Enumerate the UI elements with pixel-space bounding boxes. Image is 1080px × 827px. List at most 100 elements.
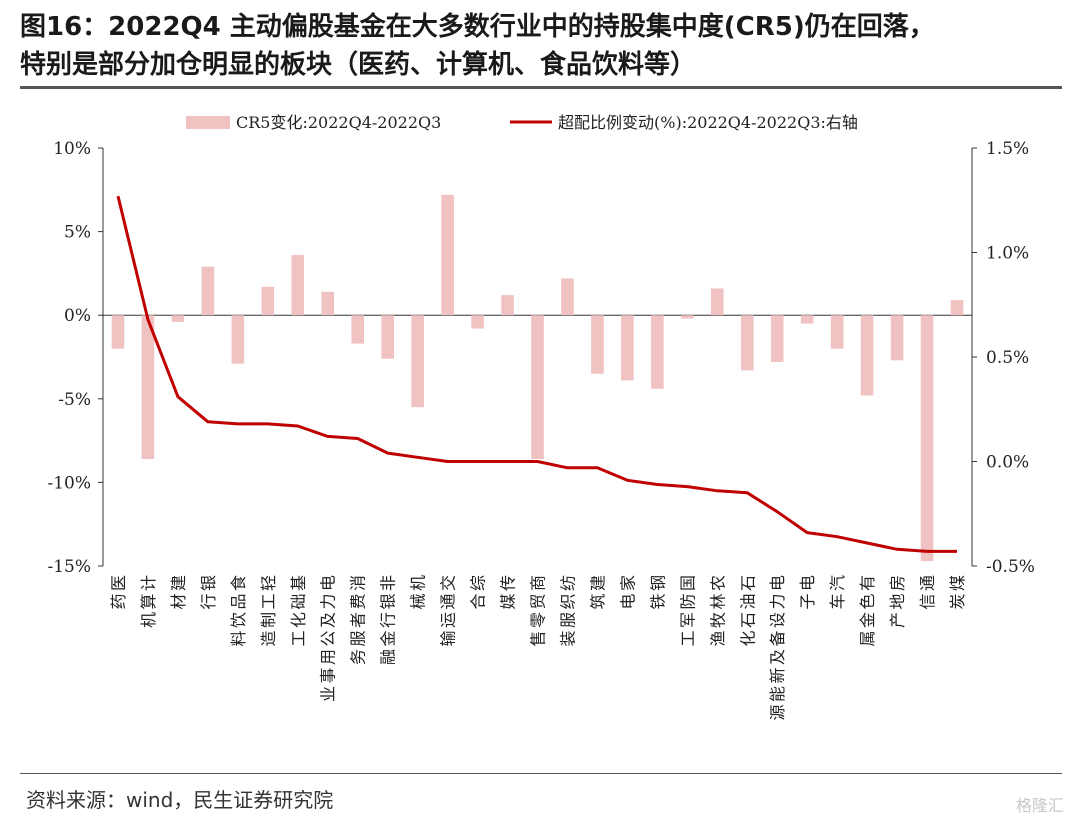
category-char: 织 — [558, 593, 577, 609]
category-char: 合 — [469, 593, 488, 609]
category-char: 石 — [738, 575, 757, 591]
category-char: 造 — [259, 630, 278, 646]
category-char: 建 — [169, 575, 188, 591]
bar — [950, 300, 964, 316]
category-char: 医 — [109, 575, 128, 591]
category-char: 轻 — [259, 575, 278, 591]
category-char: 输 — [439, 630, 458, 646]
category-label: 通信 — [918, 575, 937, 610]
right-tick-label: 1.0% — [986, 244, 1029, 264]
bar — [830, 315, 844, 349]
bar — [561, 278, 574, 316]
category-char: 者 — [349, 612, 368, 628]
category-char: 力 — [768, 593, 787, 609]
overweight-line — [116, 195, 957, 553]
bar — [681, 315, 694, 319]
category-char: 务 — [349, 649, 368, 665]
category-char: 售 — [529, 630, 548, 646]
category-char: 运 — [439, 612, 458, 628]
category-char: 及 — [768, 649, 787, 665]
category-char: 服 — [558, 612, 577, 628]
category-char: 电 — [768, 575, 787, 591]
category-char: 及 — [319, 612, 338, 628]
category-char: 业 — [319, 686, 338, 702]
category-char: 金 — [858, 612, 877, 628]
category-labels: 医药计算机建材银行食品饮料轻工制造基础化工电力及公用事业消费者服务非银行金融机械… — [109, 575, 967, 721]
category-char: 防 — [678, 593, 697, 609]
bar — [111, 315, 125, 349]
legend: CR5变化:2022Q4-2022Q3 超配比例变动(%):2022Q4-202… — [186, 113, 858, 132]
category-char: 属 — [858, 630, 877, 646]
category-char: 商 — [529, 575, 548, 591]
category-label: 医药 — [109, 575, 128, 610]
category-char: 地 — [888, 593, 907, 609]
category-char: 筑 — [588, 593, 607, 609]
category-char: 行 — [379, 612, 398, 628]
category-char: 融 — [379, 649, 398, 665]
bar — [770, 315, 784, 363]
category-char: 铁 — [648, 593, 667, 609]
right-tick-label: 1.5% — [986, 139, 1029, 159]
category-char: 非 — [379, 575, 398, 591]
category-char: 化 — [738, 630, 757, 646]
category-char: 公 — [319, 630, 338, 646]
category-char: 军 — [678, 612, 697, 628]
category-char: 机 — [409, 575, 428, 591]
line-series — [116, 195, 957, 553]
category-char: 通 — [439, 593, 458, 609]
category-char: 工 — [259, 593, 278, 609]
category-char: 础 — [289, 593, 308, 609]
category-char: 料 — [229, 630, 248, 646]
category-char: 事 — [319, 667, 338, 683]
category-char: 械 — [409, 593, 428, 609]
bar — [201, 266, 215, 316]
category-char: 汽 — [828, 575, 847, 591]
bar — [890, 315, 904, 361]
category-char: 装 — [558, 630, 577, 646]
chart-title: 图16：2022Q4 主动偏股基金在大多数行业中的持股集中度(CR5)仍在回落，… — [20, 8, 1060, 84]
category-char: 零 — [529, 612, 548, 628]
category-char: 药 — [109, 593, 128, 609]
category-label: 钢铁 — [648, 575, 667, 610]
category-char: 品 — [229, 593, 248, 609]
watermark-logo: 格隆汇 — [1015, 796, 1064, 815]
category-char: 材 — [169, 593, 188, 609]
category-char: 炭 — [948, 593, 967, 609]
left-tick-label: -10% — [47, 473, 91, 493]
category-char: 综 — [469, 575, 488, 591]
bar — [531, 315, 544, 459]
bar — [591, 315, 604, 374]
category-char: 计 — [139, 575, 158, 591]
category-char: 消 — [349, 575, 368, 591]
category-char: 食 — [229, 575, 248, 591]
left-tick-label: -5% — [58, 390, 91, 410]
bar — [291, 255, 305, 316]
category-char: 建 — [588, 575, 607, 591]
category-char: 行 — [199, 593, 218, 609]
category-char: 金 — [379, 630, 398, 646]
right-tick-label: -0.5% — [986, 557, 1035, 577]
bar — [711, 288, 724, 316]
bar — [441, 194, 454, 316]
category-char: 电 — [798, 575, 817, 591]
category-label: 银行 — [199, 575, 218, 610]
category-label: 建材 — [169, 575, 188, 610]
bar — [621, 315, 634, 381]
axes: 10% 5% 0% -5% -10% -15% 1.5% 1.0% 0.5% 0.0% -0.5% — [47, 139, 1034, 577]
combo-chart: CR5变化:2022Q4-2022Q3 超配比例变动(%):2022Q4-202… — [47, 113, 1034, 721]
category-char: 能 — [768, 686, 787, 702]
category-char: 色 — [858, 593, 877, 609]
category-char: 传 — [499, 575, 518, 591]
category-char: 化 — [289, 612, 308, 628]
category-label: 电子 — [798, 575, 817, 610]
category-char: 工 — [289, 630, 308, 646]
bar — [351, 315, 364, 344]
